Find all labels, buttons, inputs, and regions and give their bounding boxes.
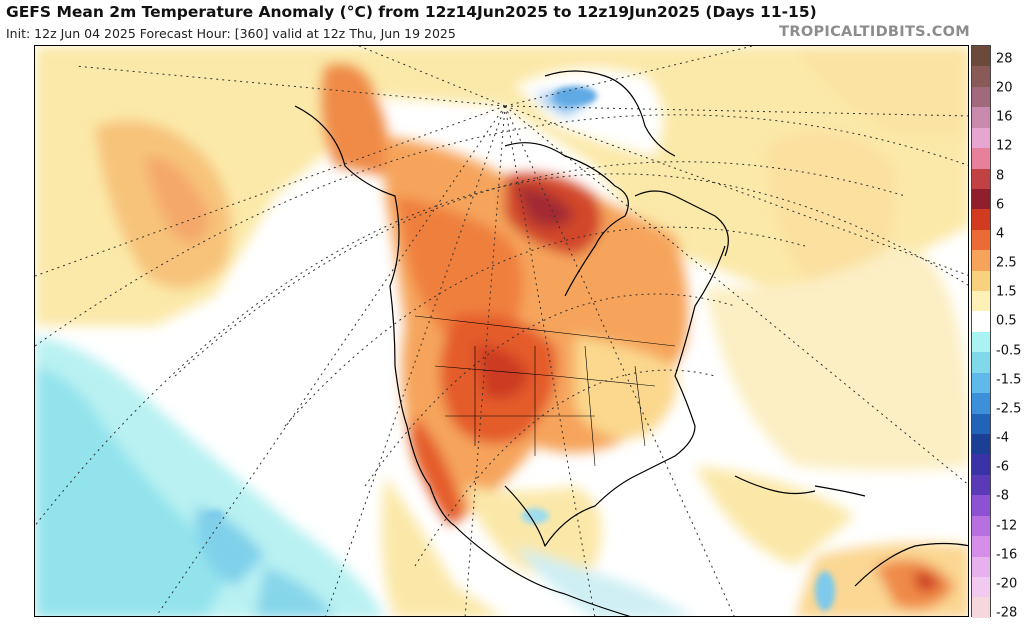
colorbar-tick-label: -6 <box>996 459 1009 475</box>
color-swatch <box>972 66 990 87</box>
colorbar-tick-label: 16 <box>996 109 1013 125</box>
color-swatch <box>972 413 990 435</box>
color-swatch <box>972 86 990 108</box>
colorbar-tick-label: -8 <box>996 488 1009 504</box>
color-swatch <box>972 597 990 618</box>
colorbar-tick-label: -1.5 <box>996 372 1022 388</box>
source-watermark: TROPICALTIDBITS.COM <box>779 24 970 40</box>
color-swatch <box>972 209 990 230</box>
colorbar-tick-label: -16 <box>996 547 1018 563</box>
color-swatch <box>972 352 990 373</box>
map-subtitle: Init: 12z Jun 04 2025 Forecast Hour: [36… <box>6 26 456 41</box>
color-swatch <box>972 515 990 537</box>
land-anomaly-fill <box>321 64 968 616</box>
color-swatch <box>972 127 990 149</box>
coastlines <box>294 70 968 616</box>
color-swatch <box>972 270 990 292</box>
color-swatch <box>972 454 990 475</box>
colorbar-tick-label: -20 <box>996 576 1018 592</box>
colorbar-tick-label: 20 <box>996 80 1013 96</box>
colorbar-tick-label: 6 <box>996 197 1005 213</box>
map-title: GEFS Mean 2m Temperature Anomaly (°C) fr… <box>6 3 817 21</box>
color-swatch <box>972 536 990 557</box>
color-swatch <box>972 188 990 210</box>
graticule <box>35 46 968 616</box>
colorbar-tick-label: 0.5 <box>996 313 1017 329</box>
colorbar-tick-label: 8 <box>996 168 1005 184</box>
color-swatch <box>972 107 990 128</box>
color-swatch <box>972 434 990 455</box>
cool-anomaly-patches <box>205 86 835 611</box>
colorbar-tick-label: 2.5 <box>996 255 1017 271</box>
map-panel <box>34 45 969 617</box>
state-borders <box>414 315 676 467</box>
colorbar-tick-label: 28 <box>996 51 1013 67</box>
color-swatch <box>972 331 990 353</box>
color-scale-bar <box>971 45 991 618</box>
color-swatch <box>972 556 990 577</box>
color-swatch <box>972 229 990 251</box>
colorbar-tick-label: 1.5 <box>996 284 1017 300</box>
color-swatch <box>972 291 990 312</box>
color-swatch <box>972 393 990 414</box>
color-swatch <box>972 311 990 332</box>
color-swatch <box>972 46 990 67</box>
colorbar-tick-label: -2.5 <box>996 401 1022 417</box>
colorbar-tick-label: 12 <box>996 138 1013 154</box>
color-swatch <box>972 495 990 516</box>
ocean-anomaly-fill <box>35 46 968 616</box>
color-swatch <box>972 168 990 189</box>
colorbar-tick-label: -0.5 <box>996 343 1022 359</box>
colorbar-tick-label: 4 <box>996 226 1005 242</box>
color-swatch <box>972 576 990 598</box>
colorbar-tick-label: -28 <box>996 605 1018 621</box>
anomaly-map <box>35 46 968 616</box>
colorbar-tick-label: -4 <box>996 430 1009 446</box>
color-swatch <box>972 148 990 169</box>
color-swatch <box>972 474 990 496</box>
color-swatch <box>972 250 990 271</box>
color-swatch <box>972 372 990 394</box>
colorbar-tick-label: -12 <box>996 518 1018 534</box>
